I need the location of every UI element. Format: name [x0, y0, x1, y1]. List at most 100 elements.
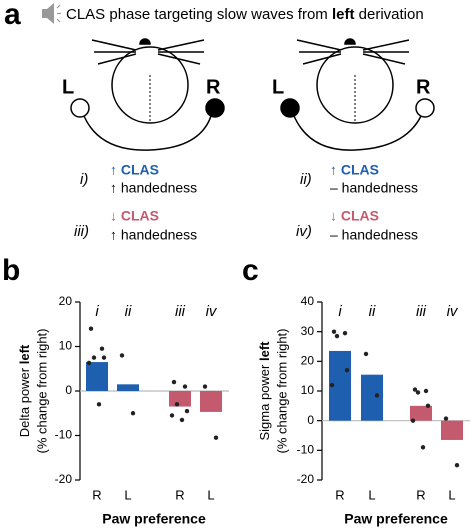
data-point: [169, 413, 175, 418]
data-point: [96, 402, 102, 407]
cond-index: i): [80, 171, 88, 188]
y-tick-label: 0: [307, 413, 314, 427]
category-label: L: [368, 487, 375, 502]
data-point: [342, 330, 348, 336]
category-label: R: [416, 487, 425, 502]
y-label-bold: left: [17, 344, 32, 364]
y-tick-label: 40: [301, 294, 315, 308]
bar-annotation: i: [338, 303, 342, 320]
bar: [86, 362, 108, 391]
data-point: [415, 390, 421, 395]
data-point: [412, 387, 418, 392]
data-point: [184, 408, 190, 414]
header-end: derivation: [359, 6, 424, 23]
category-label: L: [207, 487, 214, 502]
x-axis-label: Paw preference: [344, 511, 448, 527]
speaker-icon: [42, 3, 61, 24]
mouse-left: [70, 38, 225, 151]
cond-index: ii): [300, 171, 312, 188]
mouse-right: [280, 38, 435, 151]
cond-index: iv): [296, 223, 312, 240]
side-label: L: [62, 76, 74, 98]
y-label-main: Delta power: [17, 367, 32, 437]
bar: [117, 384, 139, 391]
cond-clas: ↓ CLAS: [110, 208, 159, 224]
y-tick-label: 20: [59, 294, 73, 308]
data-point: [331, 329, 337, 334]
y-tick-label: -20: [55, 472, 73, 486]
category-label: R: [175, 487, 184, 502]
y-tick-label: 10: [59, 339, 73, 353]
data-point: [344, 368, 350, 373]
y-axis-label: (% change from right): [274, 329, 289, 454]
y-axis-label: Delta power left: [17, 344, 32, 437]
data-point: [443, 416, 449, 421]
side-label: L: [272, 76, 284, 98]
bar: [361, 374, 383, 421]
data-point: [425, 403, 431, 409]
y-tick-label: -10: [297, 443, 315, 457]
bar: [329, 350, 351, 421]
data-point: [174, 402, 180, 407]
bar: [169, 391, 191, 407]
y-tick-label: 0: [65, 383, 72, 397]
cond-hand: – handedness: [330, 227, 418, 243]
conditions: i) ↑ CLAS ↑ handedness ii) ↑ CLAS – hand…: [74, 162, 418, 243]
data-point: [213, 435, 219, 440]
data-point: [423, 388, 429, 394]
data-point: [99, 346, 105, 351]
bar-annotation: ii: [125, 303, 132, 320]
cond-clas: ↓ CLAS: [330, 208, 379, 224]
side-label: R: [416, 76, 431, 98]
cond-hand: ↑ handedness: [110, 180, 197, 196]
category-label: R: [92, 487, 101, 502]
y-tick-label: 20: [301, 354, 315, 368]
data-point: [171, 379, 177, 385]
bar-annotation: ii: [369, 303, 376, 320]
data-point: [101, 355, 107, 360]
y-axis-label: (% change from right): [34, 329, 49, 454]
cond-clas: ↑ CLAS: [330, 162, 379, 178]
data-point: [334, 333, 340, 339]
y-tick-label: -20: [297, 472, 315, 486]
bar: [200, 391, 222, 412]
data-point: [182, 384, 188, 389]
data-point: [410, 418, 416, 423]
bar-annotation: iv: [206, 303, 218, 320]
panel-label: c: [242, 254, 259, 287]
bar-annotation: iii: [175, 303, 186, 320]
y-axis-label: Sigma power left: [257, 341, 272, 441]
data-point: [179, 417, 185, 423]
bar-annotation: iv: [447, 303, 459, 320]
data-point: [86, 360, 92, 366]
data-point: [420, 445, 426, 450]
y-tick-label: -10: [55, 428, 73, 442]
y-label-bold: left: [257, 341, 272, 361]
x-axis-label: Paw preference: [102, 511, 206, 527]
header-bold: left: [332, 6, 355, 23]
panel-label: a: [4, 0, 21, 31]
bar: [441, 420, 463, 440]
data-point: [88, 326, 94, 331]
y-label-main: Sigma power: [257, 364, 272, 441]
category-label: R: [335, 487, 344, 502]
data-point: [374, 393, 380, 398]
cond-index: iii): [74, 223, 89, 240]
bar: [410, 405, 432, 421]
cond-hand: ↑ handedness: [110, 227, 197, 243]
data-point: [119, 353, 125, 358]
cond-clas: ↑ CLAS: [110, 162, 159, 178]
y-tick-label: 30: [301, 324, 315, 338]
data-point: [202, 384, 208, 389]
category-label: L: [448, 487, 455, 502]
y-tick-label: 10: [301, 383, 315, 397]
side-label: R: [206, 76, 221, 98]
data-point: [454, 462, 460, 468]
header-main: CLAS phase targeting slow waves from: [66, 6, 328, 23]
bar-annotation: iii: [416, 303, 427, 320]
bar-annotation: i: [95, 303, 99, 320]
data-point: [329, 382, 335, 388]
data-point: [130, 411, 136, 416]
cond-hand: – handedness: [330, 180, 418, 196]
